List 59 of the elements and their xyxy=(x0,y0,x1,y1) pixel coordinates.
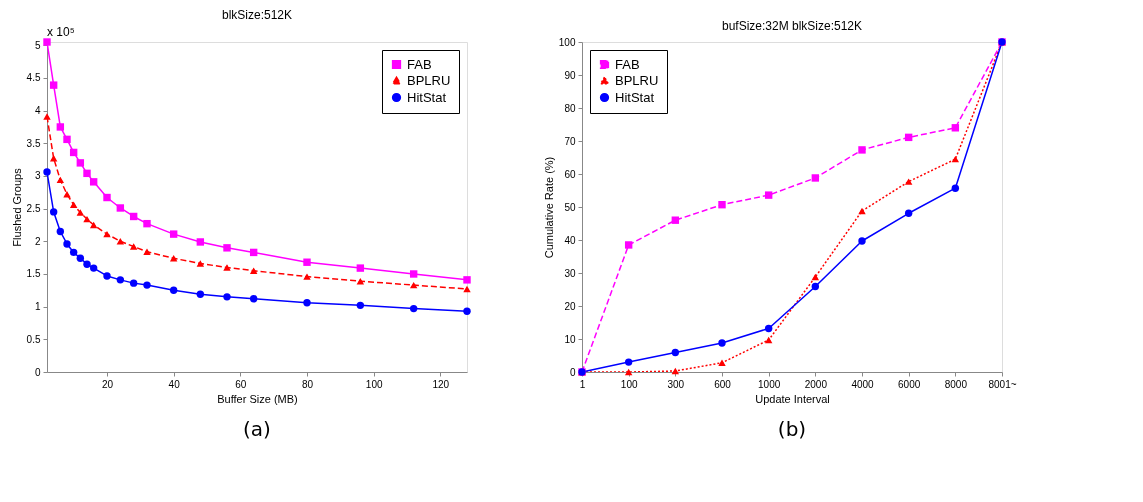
y-tick-label: 90 xyxy=(564,69,576,81)
y-tick-label: 5 xyxy=(34,39,41,51)
x-axis-title: Update Interval xyxy=(755,392,830,405)
y-tick-label: 40 xyxy=(564,234,576,246)
y-tick-label: 30 xyxy=(564,267,576,279)
x-tick-label: 600 xyxy=(714,378,732,390)
y-tick-label: 4 xyxy=(34,105,41,117)
x-tick-label: 8000 xyxy=(944,378,968,390)
x-axis-title: Buffer Size (MB) xyxy=(217,392,298,405)
y-tick-label: 20 xyxy=(564,300,576,312)
x-tick-label: 100 xyxy=(620,378,638,390)
legend-label: HitStat xyxy=(407,89,447,105)
y-tick-label: 1.5 xyxy=(26,268,41,280)
text: (a) xyxy=(243,417,271,441)
x-tick-label: 20 xyxy=(101,378,114,390)
legend-label: BPLRU xyxy=(407,72,451,88)
point xyxy=(43,168,51,176)
point xyxy=(463,307,471,315)
legend-label: BPLRU xyxy=(615,72,659,88)
y-tick-label: 0 xyxy=(569,366,576,378)
x-tick-label: 100 xyxy=(365,378,383,390)
x-tick-label: 40 xyxy=(168,378,181,390)
y-tick-label: 80 xyxy=(564,102,576,114)
x-tick-label: 6000 xyxy=(898,378,921,390)
x-tick-label: 2000 xyxy=(804,378,828,390)
x-tick-label: 4000 xyxy=(851,378,875,390)
text: (b) xyxy=(777,417,807,441)
legend-label: HitStat xyxy=(615,89,655,105)
point xyxy=(463,285,471,293)
y-tick-label: 1 xyxy=(34,301,41,313)
x-tick-label: 80 xyxy=(301,378,314,390)
x-tick-label: 60 xyxy=(235,378,247,390)
legend-label: FAB xyxy=(615,56,640,72)
y-tick-label: 0.5 xyxy=(26,333,41,345)
y-axis-title: Flushed Groups xyxy=(10,167,23,247)
legend-label: FAB xyxy=(407,56,432,72)
x-tick-label: 120 xyxy=(432,378,450,390)
y-axis-title: Cumulative Rate (%) xyxy=(542,156,555,259)
y-tick-label: 70 xyxy=(564,135,576,147)
point xyxy=(43,113,51,120)
x-tick-label: 8001~ xyxy=(988,378,1017,390)
chart-title: blkSize:512K xyxy=(221,8,293,22)
x-tick-label: 1 xyxy=(579,378,586,390)
point xyxy=(624,368,633,376)
y-tick-label: 50 xyxy=(564,201,576,213)
y-tick-label: 10 xyxy=(564,333,576,345)
y-tick-label: 2.5 xyxy=(26,203,41,215)
y-tick-label: 3.5 xyxy=(26,137,41,149)
y-tick-label: 0 xyxy=(34,366,41,378)
text: x 10⁵ xyxy=(47,25,75,39)
y-tick-label: 60 xyxy=(564,168,576,180)
x-tick-label: 300 xyxy=(667,378,685,390)
y-tick-label: 2 xyxy=(34,235,41,247)
x-tick-label: 1000 xyxy=(758,378,781,390)
chart-title: bufSize:32M blkSize:512K xyxy=(721,19,863,33)
y-tick-label: 100 xyxy=(558,36,576,48)
point xyxy=(463,276,471,284)
y-tick-label: 4.5 xyxy=(26,72,41,84)
y-tick-label: 3 xyxy=(34,170,41,182)
